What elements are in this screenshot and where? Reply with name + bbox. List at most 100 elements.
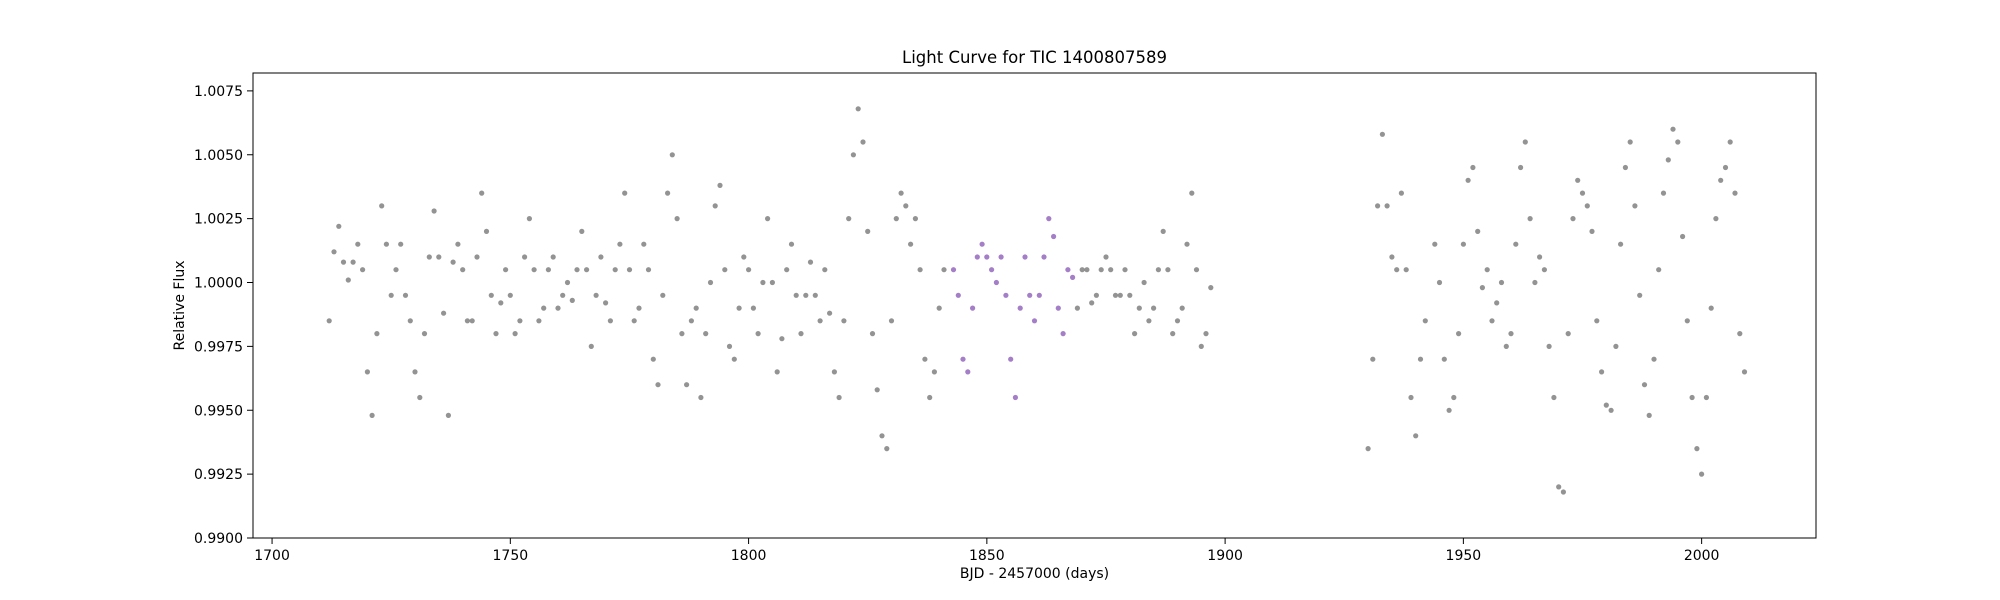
flux-point [1537,254,1543,260]
flux-point [1179,305,1185,311]
flux-point [874,387,880,393]
flux-point [879,433,885,439]
flux-point [555,305,561,311]
flux-point [550,254,556,260]
x-axis-label: BJD - 2457000 (days) [960,566,1109,582]
flux-point [1651,356,1657,362]
flux-point [698,394,704,401]
flux-point [560,292,566,298]
flux-point [850,152,857,158]
flux-point [865,228,871,234]
flux-point [641,241,647,247]
flux-point [693,305,699,311]
flux-point [755,331,761,337]
flux-point [765,216,771,222]
flux-point [574,267,580,273]
highlighted-flux-point [1003,292,1009,298]
flux-point [1165,267,1171,273]
flux-point [898,190,904,196]
flux-point [726,343,733,349]
flux-point [593,292,599,298]
x-tick-label: 1950 [1446,548,1482,564]
highlighted-flux-point [1012,394,1019,401]
highlighted-flux-point [974,254,980,260]
flux-point [1660,190,1667,196]
y-tick-label: 1.0050 [194,148,243,164]
flux-point [746,267,752,273]
flux-point [1646,412,1652,418]
flux-point [1532,279,1538,286]
flux-point [1584,203,1590,209]
flux-point [665,190,671,196]
flux-point [531,267,537,273]
flux-point [784,267,790,273]
flux-point [779,336,785,342]
flux-point [1479,285,1485,291]
highlighted-flux-point [950,267,957,273]
flux-point [345,277,351,283]
highlighted-flux-point [1060,331,1066,337]
flux-point [869,331,876,337]
flux-point [1599,369,1605,375]
flux-point [503,267,509,273]
flux-point [1141,279,1147,286]
flux-point [1084,267,1090,273]
flux-point [393,267,399,273]
flux-point [526,216,533,222]
flux-point [1389,254,1395,260]
flux-point [360,267,366,273]
flux-point [836,394,842,401]
flux-point [1465,177,1471,183]
flux-point [1417,356,1424,362]
flux-point [579,228,585,234]
flux-point [831,369,838,375]
flux-point [684,382,690,388]
flux-point [507,292,513,298]
flux-point [1441,356,1447,362]
flux-point [1708,305,1714,311]
flux-point [936,305,942,311]
flux-point [1394,267,1400,273]
flux-point [1398,190,1404,196]
x-tick-label: 1850 [969,548,1005,564]
flux-point [650,356,656,362]
x-tick-label: 1700 [254,548,290,564]
flux-point [569,297,575,303]
highlighted-flux-point [965,369,971,375]
flux-point [774,369,780,375]
y-axis-label: Relative Flux [172,260,188,350]
flux-point [1370,356,1376,362]
flux-point [1155,267,1161,273]
flux-point [388,292,394,298]
highlighted-flux-point [1036,292,1042,298]
flux-point [631,318,637,324]
flux-point [1203,331,1209,337]
flux-point [603,300,609,306]
flux-point [617,241,623,247]
flux-point [512,331,518,337]
flux-point [460,267,466,273]
flux-point [584,267,590,273]
flux-point [522,254,528,260]
flux-point [731,356,737,362]
flux-point [703,331,709,337]
flux-point [927,394,933,401]
highlighted-flux-point [955,292,961,298]
flux-point [903,203,909,209]
highlighted-flux-point [1051,233,1057,240]
flux-point [1403,267,1409,273]
flux-point [1513,241,1519,247]
flux-point [1522,139,1528,145]
flux-point [426,254,432,260]
flux-point [421,331,428,337]
flux-point [1613,343,1619,349]
flux-point [1741,369,1748,375]
flux-point [788,241,795,247]
highlighted-flux-point [1046,216,1052,222]
flux-point [479,190,485,196]
flux-point [545,267,552,273]
flux-point [1446,407,1452,413]
flux-point [1498,279,1505,286]
flux-point [1618,241,1624,247]
